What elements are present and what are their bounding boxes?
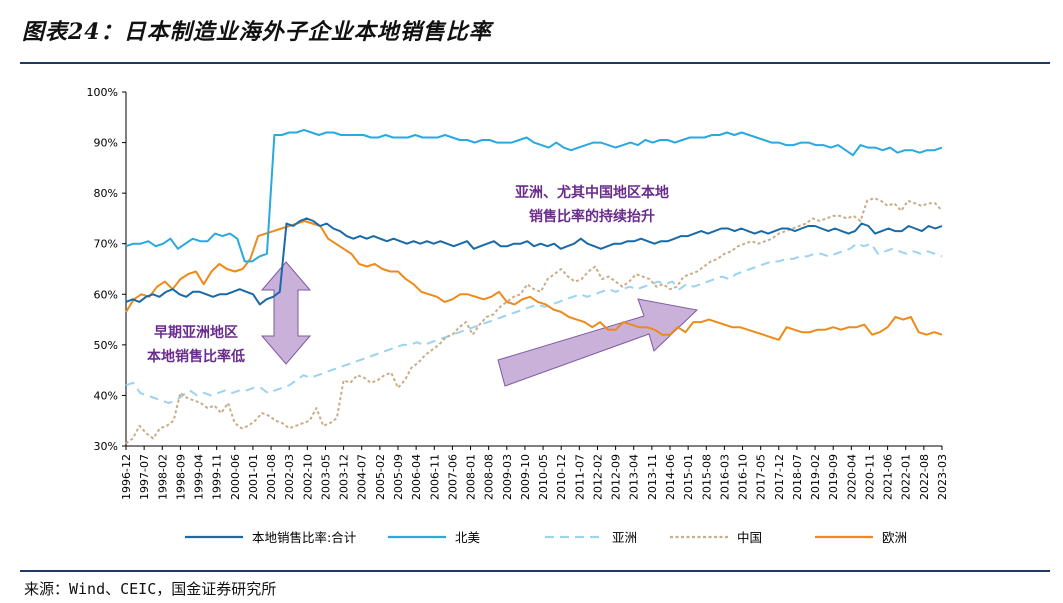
x-tick-label: 2016-10 bbox=[737, 454, 750, 500]
x-tick-label: 2013-11 bbox=[646, 454, 659, 500]
x-tick-label: 2017-12 bbox=[773, 454, 786, 500]
x-tick-label: 2020-11 bbox=[863, 454, 876, 500]
x-tick-label: 2003-12 bbox=[338, 454, 351, 500]
y-tick-label: 40% bbox=[94, 389, 118, 402]
x-tick-label: 2012-09 bbox=[610, 454, 623, 500]
y-tick-label: 30% bbox=[94, 440, 118, 453]
x-tick-label: 2011-07 bbox=[573, 454, 586, 500]
source-rule bbox=[20, 570, 1050, 572]
x-tick-label: 2010-05 bbox=[537, 454, 550, 500]
source-note: 来源：Wind、CEIC，国金证券研究所 bbox=[24, 580, 277, 598]
x-tick-label: 2019-02 bbox=[809, 454, 822, 500]
series-line-north-america bbox=[125, 128, 943, 263]
x-tick-label: 2009-03 bbox=[501, 454, 514, 500]
x-tick-label: 2006-11 bbox=[428, 454, 441, 500]
y-tick-label: 100% bbox=[87, 86, 118, 99]
legend-label: 本地销售比率:合计 bbox=[252, 530, 356, 545]
upward-arrow-annotation bbox=[497, 298, 699, 387]
x-tick-label: 2013-04 bbox=[628, 454, 641, 500]
x-tick-label: 2019-09 bbox=[827, 454, 840, 500]
annotation-text: 亚洲、尤其中国地区本地 bbox=[515, 184, 669, 201]
legend-label: 欧洲 bbox=[882, 530, 907, 545]
x-tick-label: 2002-10 bbox=[301, 454, 314, 500]
x-tick-label: 1998-02 bbox=[156, 454, 169, 500]
x-tick-label: 2009-10 bbox=[519, 454, 532, 500]
double-arrow-annotation bbox=[260, 261, 312, 365]
x-tick-label: 2005-09 bbox=[392, 454, 405, 500]
x-tick-label: 2015-08 bbox=[700, 454, 713, 500]
x-tick-label: 2022-08 bbox=[918, 454, 931, 500]
x-tick-label: 2021-06 bbox=[882, 454, 895, 500]
x-tick-label: 2014-06 bbox=[664, 454, 677, 500]
legend-label: 中国 bbox=[737, 530, 762, 545]
x-tick-label: 2001-08 bbox=[265, 454, 278, 500]
x-tick-label: 1999-04 bbox=[193, 454, 206, 500]
x-tick-label: 2012-02 bbox=[591, 454, 604, 500]
series-line-asia bbox=[125, 242, 943, 404]
x-tick-label: 2007-06 bbox=[446, 454, 459, 500]
y-tick-label: 60% bbox=[94, 288, 118, 301]
x-tick-label: 2022-01 bbox=[900, 454, 913, 500]
x-tick-label: 1999-11 bbox=[211, 454, 224, 500]
x-tick-label: 1996-12 bbox=[120, 454, 133, 500]
x-tick-label: 2005-02 bbox=[374, 454, 387, 500]
title-rule bbox=[20, 62, 1050, 64]
x-tick-label: 2010-12 bbox=[555, 454, 568, 500]
x-tick-label: 2018-07 bbox=[791, 454, 804, 500]
x-tick-label: 2008-08 bbox=[483, 454, 496, 500]
x-tick-label: 2023-03 bbox=[936, 454, 949, 500]
annotation-text: 销售比率的持续抬升 bbox=[529, 208, 655, 225]
x-tick-label: 2017-05 bbox=[755, 454, 768, 500]
x-tick-label: 1998-09 bbox=[174, 454, 187, 500]
figure-title: 图表24：日本制造业海外子企业本地销售比率 bbox=[22, 19, 492, 45]
x-tick-label: 2008-01 bbox=[465, 454, 478, 500]
x-tick-label: 2003-05 bbox=[319, 454, 332, 500]
series-line-china bbox=[125, 197, 943, 445]
x-tick-label: 2000-06 bbox=[229, 454, 242, 500]
annotation-text: 早期亚洲地区 bbox=[154, 324, 238, 341]
y-tick-label: 90% bbox=[94, 137, 118, 150]
x-tick-label: 2016-03 bbox=[718, 454, 731, 500]
x-tick-label: 2020-04 bbox=[845, 454, 858, 500]
series-line-total bbox=[125, 217, 943, 306]
x-tick-label: 2002-03 bbox=[283, 454, 296, 500]
x-tick-label: 2015-01 bbox=[682, 454, 695, 500]
y-tick-label: 80% bbox=[94, 187, 118, 200]
y-tick-label: 70% bbox=[94, 238, 118, 251]
legend-label: 亚洲 bbox=[612, 530, 637, 545]
series-line-europe bbox=[125, 220, 943, 341]
x-tick-label: 2001-01 bbox=[247, 454, 260, 500]
legend-label: 北美 bbox=[455, 530, 480, 545]
x-tick-label: 2006-04 bbox=[410, 454, 423, 500]
x-tick-label: 2004-07 bbox=[356, 454, 369, 500]
y-tick-label: 50% bbox=[94, 339, 118, 352]
annotation-text: 本地销售比率低 bbox=[147, 348, 245, 365]
x-tick-label: 1997-07 bbox=[138, 454, 151, 500]
